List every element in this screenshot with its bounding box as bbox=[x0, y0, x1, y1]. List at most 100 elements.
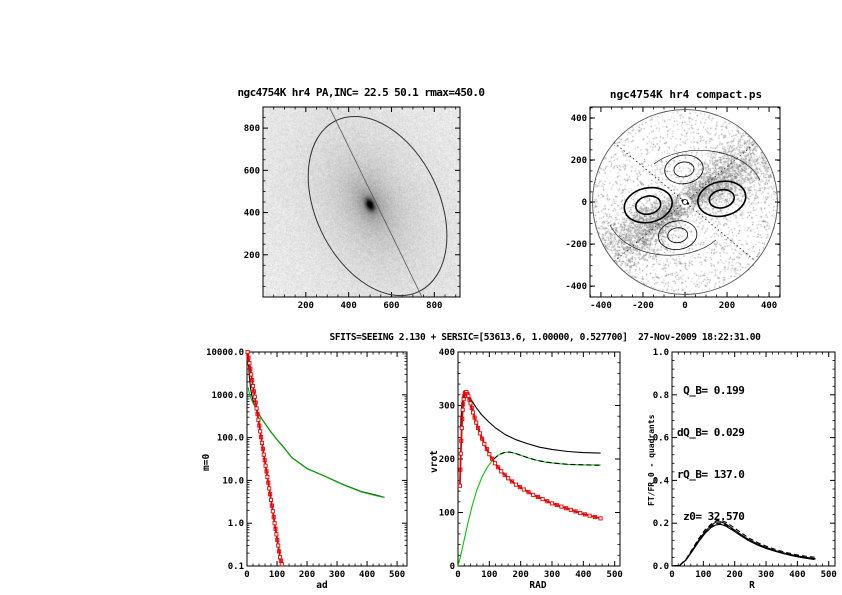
marker-square bbox=[248, 362, 251, 365]
tick-label: 600 bbox=[244, 166, 260, 176]
marker-square bbox=[514, 483, 517, 486]
center-mark bbox=[681, 199, 683, 201]
panel-frame bbox=[263, 107, 460, 297]
tick-label: 400 bbox=[244, 209, 260, 219]
marker-square bbox=[257, 418, 260, 421]
tick-label: 300 bbox=[758, 570, 774, 580]
tick-label: 1.0 bbox=[653, 348, 669, 358]
tick-label: 100.0 bbox=[217, 434, 244, 444]
tick-label: 400 bbox=[761, 301, 777, 311]
tick-label: -200 bbox=[632, 301, 654, 311]
galaxy-panel-title: ngc4754K hr4 PA,INC= 22.5 50.1 rmax=450.… bbox=[218, 86, 504, 99]
contour-lobe bbox=[695, 177, 749, 221]
tick-label: 400 bbox=[571, 114, 587, 124]
fit-parameters-annotation: Q_B= 0.199 dQ_B= 0.029 rQ_B= 137.0 z0= 3… bbox=[677, 356, 744, 552]
rotation-xaxis-label: RAD bbox=[523, 580, 553, 591]
contour-lobe bbox=[657, 218, 699, 252]
marker-square bbox=[475, 421, 478, 424]
tick-label: 500 bbox=[389, 570, 405, 580]
m0-xaxis-label: ad bbox=[307, 580, 337, 591]
tick-label: 0 bbox=[455, 570, 460, 580]
tick-label: 300 bbox=[544, 570, 560, 580]
marker-square bbox=[264, 464, 267, 467]
quadrant-yaxis-label: FT/FR_0 - quadrants bbox=[647, 414, 656, 506]
compact-panel-title: ngc4754K hr4 compact.ps bbox=[566, 88, 806, 101]
marker-square bbox=[569, 508, 572, 511]
tick-label: 100 bbox=[695, 570, 711, 580]
tick-label: 200 bbox=[298, 301, 314, 311]
series-disk-rotation-model bbox=[494, 452, 601, 465]
tick-label: 500 bbox=[607, 570, 623, 580]
tick-label: -200 bbox=[565, 240, 587, 250]
marker-square bbox=[478, 432, 481, 435]
tick-label: 0.8 bbox=[653, 391, 669, 401]
marker-square bbox=[541, 498, 544, 501]
tick-label: 0 bbox=[450, 562, 455, 572]
tick-label: 800 bbox=[244, 124, 260, 134]
tick-label: 300 bbox=[329, 570, 345, 580]
marker-square bbox=[483, 442, 486, 445]
marker-square bbox=[262, 453, 265, 456]
tick-label: 1000.0 bbox=[211, 391, 244, 401]
marker-square bbox=[493, 462, 496, 465]
tick-label: 100 bbox=[439, 509, 455, 519]
annotation-line: dQ_B= 0.029 bbox=[677, 426, 744, 440]
contour-lobe bbox=[663, 153, 705, 187]
tick-label: 400 bbox=[439, 348, 455, 358]
tick-label: 0 bbox=[582, 198, 587, 208]
marker-square bbox=[461, 408, 464, 411]
marker-square bbox=[269, 498, 272, 501]
m0-yaxis-label: m=0 bbox=[201, 454, 212, 471]
tick-label: -400 bbox=[590, 301, 612, 311]
contour-lobe bbox=[634, 194, 662, 217]
figure-page: 200 400 600 800 200 400 600 800 -400 -200 0 200 400-… bbox=[0, 0, 842, 595]
fit-summary-title: SFITS=SEEING 2.130 + SERSIC=[53613.6, 1.… bbox=[298, 332, 792, 343]
tick-label: 100 bbox=[481, 570, 497, 580]
tick-label: 500 bbox=[821, 570, 837, 580]
marker-square bbox=[266, 475, 269, 478]
panel-frame bbox=[247, 352, 407, 566]
tick-label: 200 bbox=[244, 251, 260, 261]
quadrant-xaxis-label: R bbox=[737, 580, 767, 591]
tick-label: 0.2 bbox=[653, 519, 669, 529]
tick-label: 400 bbox=[575, 570, 591, 580]
marker-square bbox=[273, 522, 276, 525]
marker-square bbox=[599, 517, 602, 520]
marker-square bbox=[560, 505, 563, 508]
center-mark bbox=[687, 202, 689, 204]
tick-label: 600 bbox=[383, 301, 399, 311]
marker-square bbox=[507, 477, 510, 480]
tick-label: 300 bbox=[439, 402, 455, 412]
marker-square bbox=[588, 514, 591, 517]
contour-arc bbox=[610, 225, 716, 255]
series-disk-rotation bbox=[458, 452, 601, 566]
marker-square bbox=[532, 493, 535, 496]
contour-arc bbox=[654, 150, 760, 180]
marker-square bbox=[460, 426, 463, 429]
tick-label: 0 bbox=[682, 301, 687, 311]
annotation-line: Q_B= 0.199 bbox=[677, 384, 744, 398]
marker-square bbox=[280, 563, 283, 566]
panel-frame bbox=[458, 352, 620, 566]
annotation-line: z0= 32.570 bbox=[677, 510, 744, 524]
tick-label: 400 bbox=[341, 301, 357, 311]
marker-square bbox=[550, 502, 553, 505]
marker-square bbox=[277, 544, 280, 547]
marker-square bbox=[500, 470, 503, 473]
marker-square bbox=[488, 453, 491, 456]
tick-label: 400 bbox=[359, 570, 375, 580]
annotation-line: rQ_B= 137.0 bbox=[677, 468, 744, 482]
rotation-yaxis-label: vrot bbox=[429, 450, 440, 473]
marker-square bbox=[260, 441, 263, 444]
series-total-rotation bbox=[461, 391, 601, 453]
major-axis-line bbox=[329, 107, 422, 297]
series-bulge-rotation bbox=[460, 392, 601, 518]
tick-label: 200 bbox=[299, 570, 315, 580]
tick-label: 200 bbox=[719, 301, 735, 311]
marker-square bbox=[246, 350, 249, 353]
contour-lobe bbox=[673, 161, 695, 179]
marker-square bbox=[459, 452, 462, 455]
tick-label: 0 bbox=[244, 570, 249, 580]
marker-square bbox=[278, 556, 281, 559]
marker-square bbox=[467, 394, 470, 397]
